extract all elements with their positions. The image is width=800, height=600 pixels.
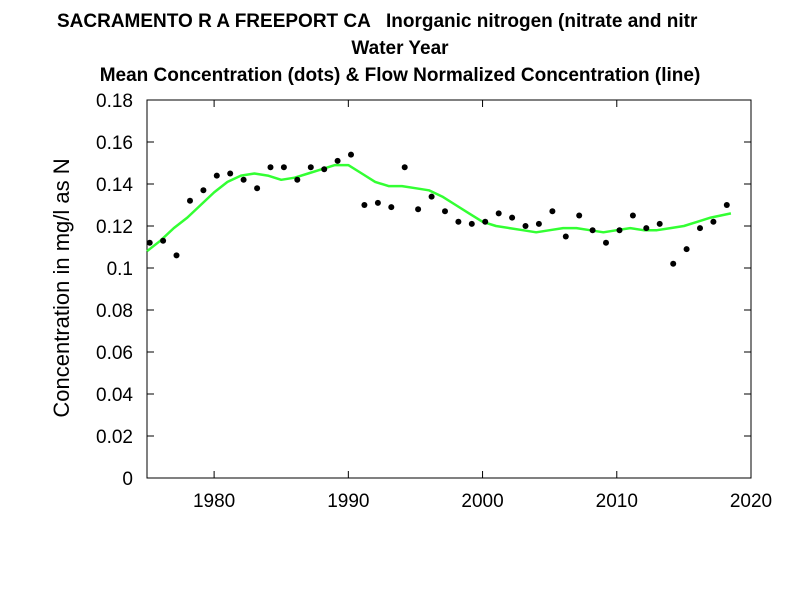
x-tick-label: 1990 [327,491,369,512]
y-tick-label: 0.04 [96,385,133,406]
mean-concentration-dot [173,252,180,259]
chart-title-line2: Water Year [351,38,449,59]
mean-concentration-dot [629,212,636,219]
mean-concentration-dot [388,204,395,211]
mean-concentration-dot [200,187,207,194]
x-tick-label: 2000 [461,491,503,512]
flow-normalized-line [146,163,732,253]
mean-concentration-dot [576,212,583,219]
plot-frame [146,99,752,479]
y-tick-label: 0.14 [96,175,133,196]
mean-concentration-dot [603,239,609,246]
mean-concentration-dot [522,223,529,229]
chart-title-line3: Mean Concentration (dots) & Flow Normali… [99,65,701,86]
mean-concentration-dot [535,220,542,227]
mean-concentration-dot [670,260,677,267]
mean-concentration-dot [280,164,287,171]
mean-concentration-dot [562,233,569,240]
mean-concentration-dot [589,227,596,234]
mean-concentration-dot [361,202,368,208]
mean-concentration-dot [509,214,516,221]
mean-concentration-dot [227,170,234,177]
mean-concentration-dot [146,239,153,246]
mean-concentration-dot [374,199,381,206]
mean-concentration-dot [334,157,341,164]
mean-concentration-dot [321,166,328,173]
y-tick-label: 0.1 [107,259,133,280]
y-tick-label: 0.06 [96,343,133,364]
mean-concentration-dot [307,164,314,171]
mean-concentration-dot [616,227,623,234]
mean-concentration-dot [254,185,261,192]
y-tick-label: 0.08 [96,301,133,322]
mean-concentration-dot [643,225,650,232]
y-tick-label: 0.16 [96,133,133,154]
mean-concentration-dot [482,218,489,225]
mean-concentration-dot [656,220,663,227]
mean-concentration-dot [697,225,703,232]
mean-concentration-dot [187,197,193,204]
mean-concentration-dot [723,202,730,208]
mean-concentration-dot [495,210,502,217]
mean-concentration-dot [428,193,435,200]
mean-concentration-dot [549,208,556,215]
mean-concentration-dot [415,206,422,213]
chart-title-line1: SACRAMENTO R A FREEPORT CA Inorganic nit… [57,11,698,32]
mean-concentration-dot [710,218,717,225]
y-tick-label: 0.12 [96,217,133,238]
mean-concentration-dot [683,246,690,253]
mean-concentration-dot [267,164,274,171]
mean-concentration-dot [348,151,354,158]
y-tick-label: 0.18 [96,91,133,112]
y-tick-label: 0 [122,469,133,490]
mean-concentration-dot [294,176,301,183]
plot-area: 0 0.02 0.04 0.06 0.08 0.1 0.12 0.14 0.16 0.18 1980… [96,91,772,512]
x-tick-label: 1980 [193,491,235,512]
mean-concentration-dot [401,164,408,171]
x-tick-label: 2020 [730,491,772,512]
mean-concentration-dot [240,176,247,183]
mean-concentration-dot [213,172,220,179]
mean-concentration-dot [468,220,475,227]
y-tick-label: 0.02 [96,427,133,448]
mean-concentration-dot [455,218,462,225]
y-axis-label: Concentration in mg/l as N [49,158,74,417]
mean-concentration-dot [160,237,167,244]
x-tick-label: 2010 [596,491,638,512]
mean-concentration-dot [442,208,448,215]
